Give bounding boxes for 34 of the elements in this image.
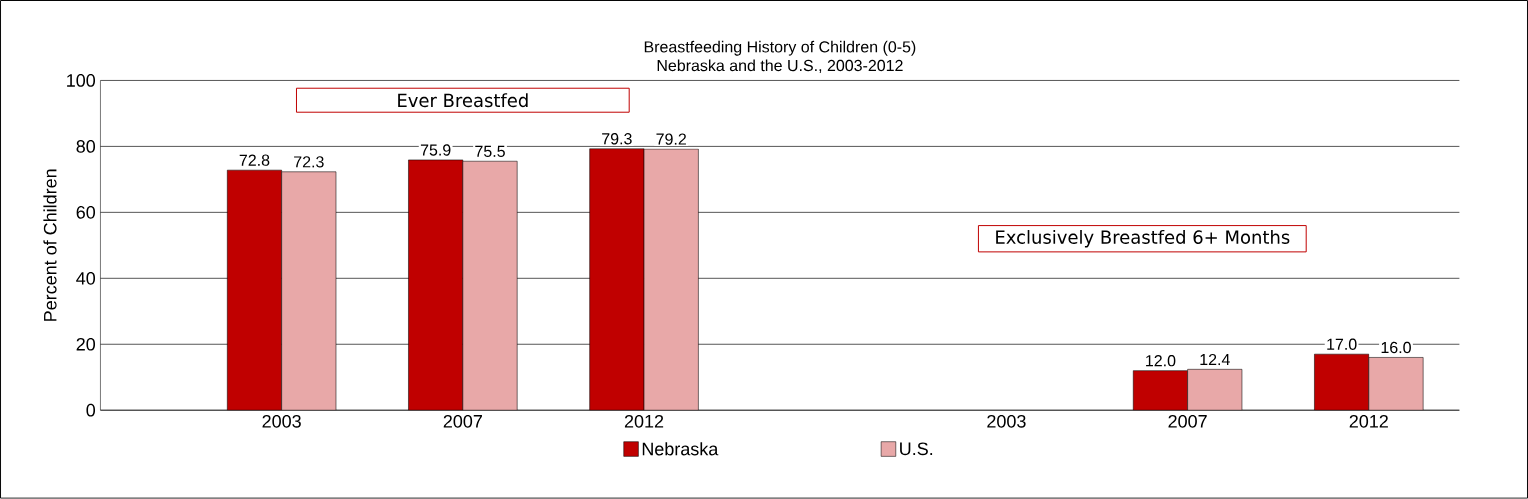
chart-subtitle: Nebraska and the U.S., 2003-2012 <box>657 59 903 74</box>
bar <box>227 170 282 411</box>
y-tick-label: 80 <box>76 140 96 153</box>
x-tick-label: 2007 <box>443 415 482 428</box>
data-label: 75.9 <box>420 144 451 156</box>
legend-label: Nebraska <box>642 442 719 456</box>
y-tick-label: 60 <box>76 206 96 219</box>
y-tick-label: 20 <box>76 338 96 351</box>
x-tick-label: 2003 <box>262 415 301 428</box>
x-tick-label: 2007 <box>1168 415 1207 428</box>
x-tick-label: 2012 <box>1349 415 1388 428</box>
bar <box>1132 370 1188 411</box>
annotation: Exclusively Breastfed 6+ Months <box>996 230 1290 248</box>
data-label: 17.0 <box>1327 338 1357 351</box>
data-label: 72.8 <box>239 154 270 167</box>
annotation: Ever Breastfed <box>398 93 528 108</box>
bar <box>408 159 464 411</box>
y-tick-label: 0 <box>86 404 96 417</box>
y-axis-title: Percent of Children <box>43 169 57 321</box>
bar <box>1314 354 1370 411</box>
bar <box>589 148 645 411</box>
data-label: 79.2 <box>656 133 686 145</box>
data-label: 79.3 <box>602 133 632 145</box>
legend-label: U.S. <box>900 442 933 456</box>
data-label: 12.4 <box>1200 354 1230 366</box>
data-label: 75.5 <box>475 145 505 158</box>
y-tick-label: 40 <box>76 272 96 285</box>
data-label: 12.0 <box>1146 355 1176 367</box>
data-label: 16.0 <box>1381 342 1411 354</box>
x-tick-label: 2003 <box>987 415 1026 428</box>
data-label: 72.3 <box>294 156 324 168</box>
chart-title: Breastfeeding History of Children (0-5) <box>644 40 916 56</box>
x-tick-label: 2012 <box>624 415 664 428</box>
y-tick-label: 100 <box>67 74 96 87</box>
